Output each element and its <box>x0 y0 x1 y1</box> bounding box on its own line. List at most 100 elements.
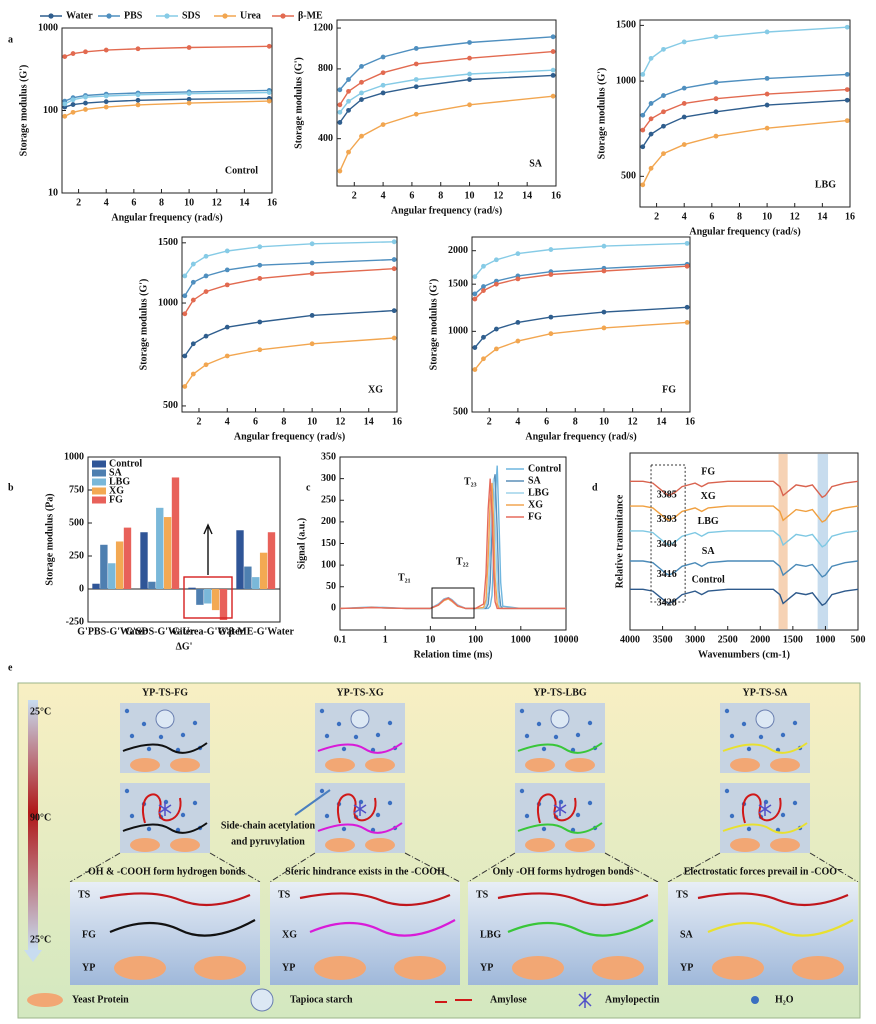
x-tick-label: 1500 <box>783 634 803 645</box>
y-tick-label: 0 <box>79 583 84 594</box>
data-point <box>413 111 419 117</box>
data-point <box>648 101 654 106</box>
data-point <box>548 272 554 277</box>
highlight-box <box>183 576 233 619</box>
water-dot <box>124 708 130 714</box>
data-point <box>380 122 386 128</box>
water-dot <box>129 813 135 819</box>
bar <box>163 517 172 589</box>
highlight-band <box>778 454 788 629</box>
bar <box>259 552 268 589</box>
data-point <box>681 39 687 45</box>
water-dot <box>192 800 198 806</box>
panel-letter: a <box>8 34 13 45</box>
data-point <box>391 266 397 272</box>
data-point <box>764 29 770 35</box>
x-tick-label: 3000 <box>685 634 705 645</box>
data-point <box>467 40 472 45</box>
water-dot <box>519 708 525 714</box>
x-axis-label: Wavenumbers (cm-1) <box>698 649 790 660</box>
chart-label: XG <box>368 384 383 395</box>
data-point <box>681 85 687 91</box>
y-tick-label: 1000 <box>158 297 178 308</box>
x-tick-label: 10 <box>307 416 317 427</box>
water-dot <box>575 732 581 738</box>
bar <box>92 583 100 589</box>
data-point <box>844 71 850 77</box>
data-point <box>844 24 850 30</box>
data-point <box>62 54 68 60</box>
amylopectin <box>353 802 367 816</box>
structure-label: YP <box>480 962 493 973</box>
series-line <box>339 36 554 91</box>
series-label: SA <box>702 546 716 557</box>
data-point <box>359 63 364 69</box>
polysaccharide-chain <box>722 822 808 834</box>
data-point <box>186 91 192 97</box>
data-point <box>481 284 486 289</box>
data-point <box>391 257 397 262</box>
connector <box>269 852 461 883</box>
water-dot <box>524 813 530 819</box>
data-point <box>493 326 499 332</box>
x-tick-label: G'Urea-G'Water <box>172 626 245 637</box>
y-tick-label: 10 <box>48 187 58 198</box>
data-point <box>190 261 196 267</box>
data-point <box>83 94 88 100</box>
water-dot <box>519 788 525 794</box>
x-tick-label: 1000 <box>511 634 531 645</box>
amylose-chain <box>497 892 649 907</box>
data-point <box>413 46 419 51</box>
structure-label: TS <box>676 889 689 900</box>
x-tick-label: 3500 <box>653 634 673 645</box>
polysaccharide-chain <box>517 822 603 834</box>
x-tick-label: 12 <box>212 197 222 208</box>
y-tick-label: 500 <box>69 517 84 528</box>
water-dot <box>724 788 730 794</box>
x-tick-label: 10 <box>599 416 609 427</box>
temperature-bar <box>28 700 38 950</box>
data-point <box>601 309 607 315</box>
data-point <box>550 67 556 73</box>
x-tick-label: 14 <box>656 416 666 427</box>
legend-marker <box>48 13 54 19</box>
series-line <box>339 95 554 172</box>
water-dot <box>587 720 593 726</box>
legend-label: XG <box>528 499 543 510</box>
data-point <box>493 346 499 352</box>
panel-letter: d <box>592 482 598 493</box>
data-point <box>601 243 607 249</box>
data-point <box>224 248 230 254</box>
data-point <box>257 347 263 353</box>
structure-label: YP <box>282 962 295 973</box>
data-point <box>337 168 343 174</box>
x-tick-label: 4 <box>515 416 520 427</box>
data-point <box>380 70 386 76</box>
polysaccharide-chain <box>122 742 208 754</box>
data-point <box>515 319 521 325</box>
data-point <box>661 109 666 115</box>
series-line <box>642 26 848 75</box>
data-point <box>391 239 397 245</box>
x-tick-label: 10 <box>425 634 435 645</box>
temperature-label: 25°C <box>30 934 51 945</box>
x-tick-label: 4 <box>682 211 687 222</box>
legend-swatch <box>92 460 106 468</box>
x-tick-label: 4 <box>104 197 109 208</box>
water-dot <box>141 721 147 727</box>
x-axis-label: ΔG' <box>176 641 193 652</box>
data-point <box>257 319 263 325</box>
water-dot <box>192 720 198 726</box>
x-tick-label: 1000 <box>815 634 835 645</box>
series-label: FG <box>701 466 715 477</box>
y-axis-label: Storage modulus (G') <box>596 68 607 160</box>
x-tick-label: G'SDS-G'Water <box>125 626 195 637</box>
series-line <box>339 478 566 610</box>
yeast-protein <box>712 956 764 980</box>
polysaccharide-chain <box>517 742 603 754</box>
x-tick-label: 12 <box>790 211 800 222</box>
data-point <box>182 293 188 299</box>
bar <box>188 587 196 589</box>
temperature-label: 90°C <box>30 812 51 823</box>
